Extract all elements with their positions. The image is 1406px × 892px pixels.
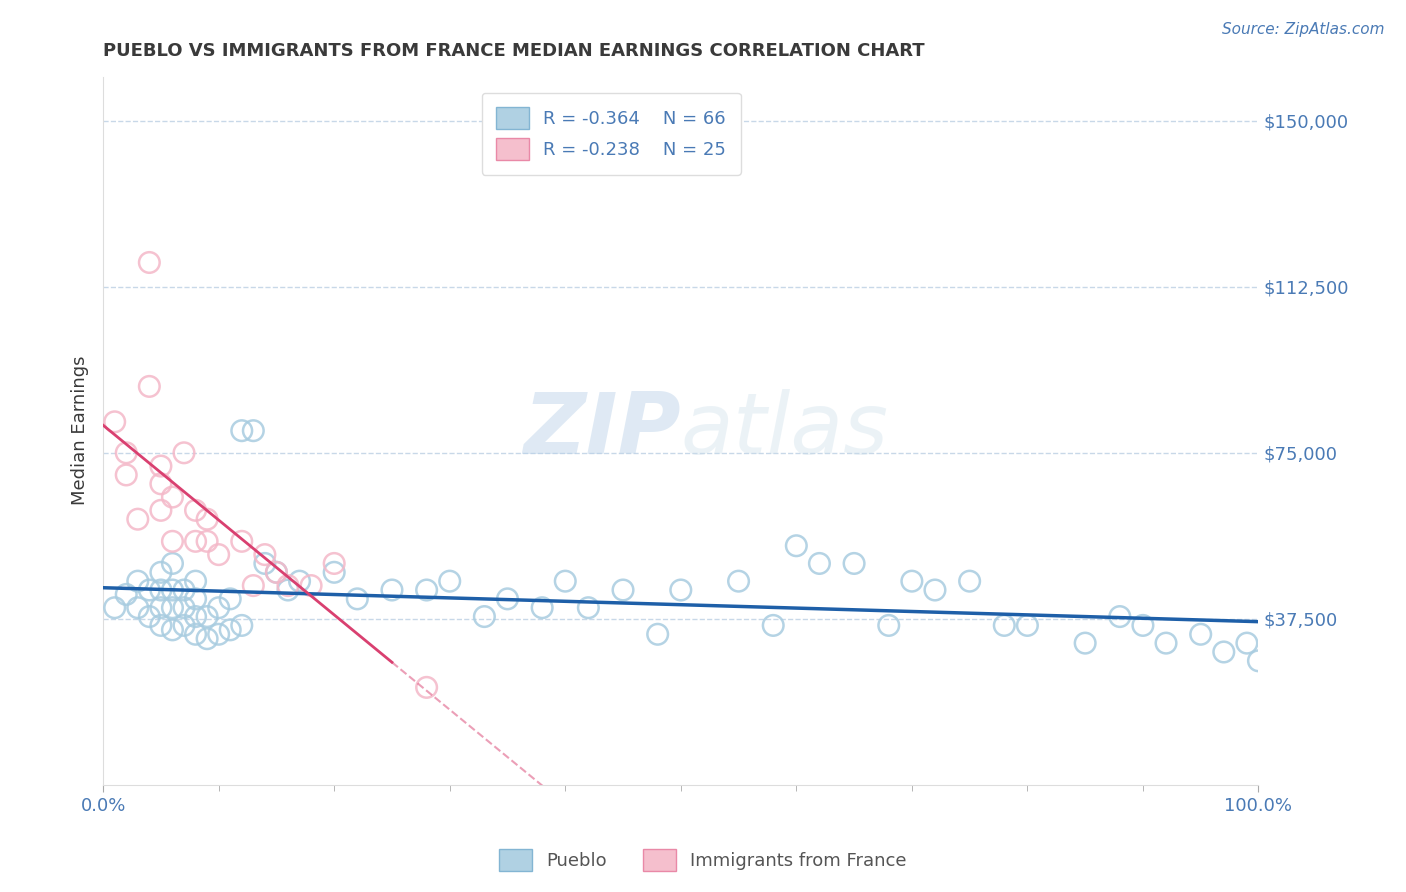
Point [162, 582, 184, 597]
Point [288, 574, 311, 589]
Point [104, 600, 127, 615]
Point [554, 574, 576, 589]
Point [149, 476, 172, 491]
Point [173, 446, 195, 460]
Point [208, 627, 231, 641]
Point [924, 582, 946, 597]
Point [138, 379, 160, 393]
Point [1017, 618, 1039, 632]
Point [115, 446, 138, 460]
Point [576, 600, 599, 615]
Legend: R = -0.364    N = 66, R = -0.238    N = 25: R = -0.364 N = 66, R = -0.238 N = 25 [482, 93, 741, 175]
Point [323, 557, 346, 571]
Point [266, 566, 288, 580]
Point [208, 548, 231, 562]
Point [115, 587, 138, 601]
Point [299, 578, 322, 592]
Point [231, 534, 253, 549]
Point [195, 534, 218, 549]
Point [219, 623, 242, 637]
Point [104, 415, 127, 429]
Point [901, 574, 924, 589]
Point [184, 609, 207, 624]
Point [195, 512, 218, 526]
Text: PUEBLO VS IMMIGRANTS FROM FRANCE MEDIAN EARNINGS CORRELATION CHART: PUEBLO VS IMMIGRANTS FROM FRANCE MEDIAN … [103, 42, 925, 60]
Point [993, 618, 1015, 632]
Point [612, 582, 634, 597]
Point [208, 600, 231, 615]
Point [184, 503, 207, 517]
Point [162, 557, 184, 571]
Point [1074, 636, 1097, 650]
Point [959, 574, 981, 589]
Point [127, 600, 149, 615]
Point [762, 618, 785, 632]
Point [1108, 609, 1130, 624]
Point [1236, 636, 1258, 650]
Point [162, 623, 184, 637]
Point [842, 557, 865, 571]
Point [162, 490, 184, 504]
Point [162, 534, 184, 549]
Point [1247, 654, 1270, 668]
Point [219, 591, 242, 606]
Point [1132, 618, 1154, 632]
Point [149, 600, 172, 615]
Point [138, 582, 160, 597]
Point [531, 600, 554, 615]
Point [785, 539, 807, 553]
Point [184, 534, 207, 549]
Point [127, 574, 149, 589]
Text: Source: ZipAtlas.com: Source: ZipAtlas.com [1222, 22, 1385, 37]
Point [162, 600, 184, 615]
Point [1154, 636, 1177, 650]
Point [647, 627, 669, 641]
Point [669, 582, 692, 597]
Point [439, 574, 461, 589]
Point [149, 503, 172, 517]
Point [195, 632, 218, 646]
Text: ZIP: ZIP [523, 389, 681, 472]
Point [149, 582, 172, 597]
Point [138, 255, 160, 269]
Text: atlas: atlas [681, 389, 889, 472]
Point [184, 574, 207, 589]
Point [415, 582, 437, 597]
Point [1212, 645, 1234, 659]
Point [346, 591, 368, 606]
Point [149, 459, 172, 474]
Point [127, 512, 149, 526]
Point [808, 557, 831, 571]
Point [173, 600, 195, 615]
Point [277, 578, 299, 592]
Point [149, 566, 172, 580]
Point [474, 609, 496, 624]
Y-axis label: Median Earnings: Median Earnings [72, 356, 89, 506]
Point [173, 582, 195, 597]
Point [253, 548, 276, 562]
Point [242, 424, 264, 438]
Point [415, 681, 437, 695]
Point [195, 609, 218, 624]
Legend: Pueblo, Immigrants from France: Pueblo, Immigrants from France [492, 842, 914, 879]
Point [242, 578, 264, 592]
Point [184, 591, 207, 606]
Point [381, 582, 404, 597]
Point [877, 618, 900, 632]
Point [138, 609, 160, 624]
Point [266, 566, 288, 580]
Point [277, 582, 299, 597]
Point [496, 591, 519, 606]
Point [727, 574, 749, 589]
Point [173, 618, 195, 632]
Point [231, 424, 253, 438]
Point [184, 627, 207, 641]
Point [253, 557, 276, 571]
Point [1189, 627, 1212, 641]
Point [149, 618, 172, 632]
Point [231, 618, 253, 632]
Point [115, 467, 138, 482]
Point [323, 566, 346, 580]
